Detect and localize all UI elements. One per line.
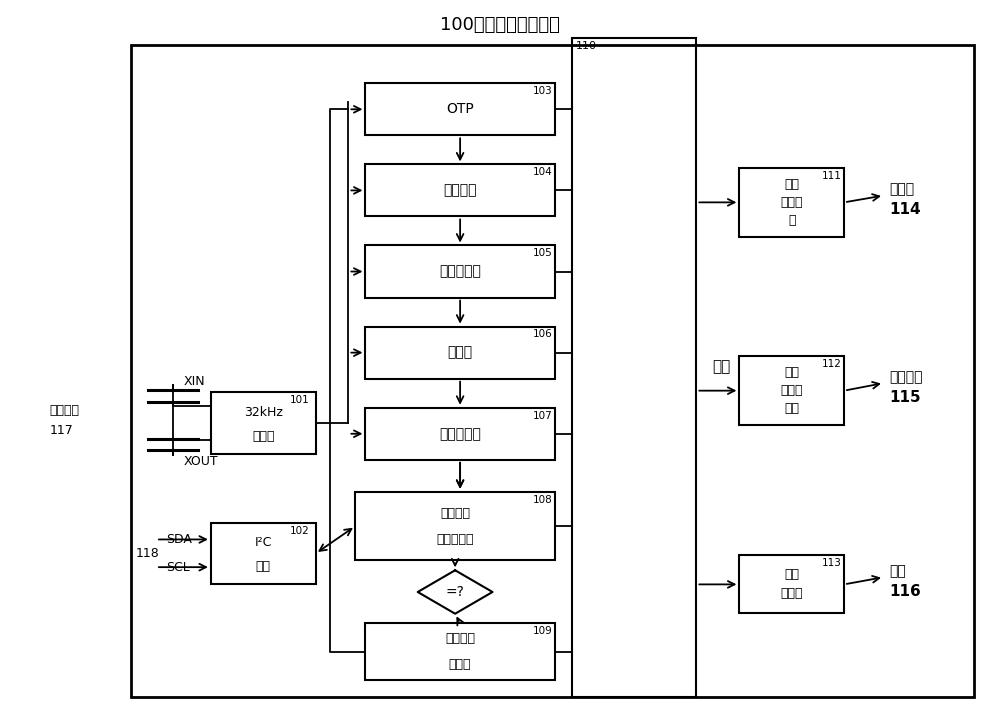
- Text: 107: 107: [533, 411, 553, 421]
- Text: 禁止寄存器: 禁止寄存器: [439, 265, 481, 278]
- Text: 驱动器: 驱动器: [780, 384, 803, 397]
- Text: SDA: SDA: [166, 533, 192, 546]
- Text: SCL: SCL: [166, 561, 190, 574]
- Text: 电机: 电机: [784, 178, 799, 190]
- Text: 115: 115: [889, 390, 921, 405]
- Text: 105: 105: [533, 249, 553, 258]
- Text: 32kHz: 32kHz: [244, 406, 283, 419]
- Text: 表寄存器: 表寄存器: [443, 183, 477, 198]
- Text: 辅助: 辅助: [784, 569, 799, 582]
- Bar: [739, 555, 844, 614]
- Bar: [211, 393, 316, 454]
- Text: 电机日期: 电机日期: [889, 370, 922, 385]
- Text: 驱动器: 驱动器: [780, 196, 803, 209]
- Bar: [365, 246, 555, 297]
- Polygon shape: [418, 570, 493, 614]
- Text: XIN: XIN: [184, 375, 206, 388]
- Bar: [355, 491, 555, 561]
- Bar: [365, 408, 555, 459]
- Text: XOUT: XOUT: [184, 455, 219, 467]
- Bar: [211, 523, 316, 585]
- Text: 秒: 秒: [788, 214, 795, 227]
- Bar: [365, 164, 555, 217]
- Text: 113: 113: [822, 558, 842, 569]
- Text: 分频器: 分频器: [448, 345, 473, 360]
- Text: 114: 114: [889, 202, 921, 217]
- Text: 闹钟时间: 闹钟时间: [445, 632, 475, 645]
- Text: 106: 106: [533, 329, 553, 340]
- Text: 100连接的表集成电路: 100连接的表集成电路: [440, 16, 560, 34]
- Text: 计数器: 计数器: [449, 658, 471, 671]
- Text: 116: 116: [889, 584, 921, 599]
- Bar: [739, 356, 844, 425]
- Text: 111: 111: [822, 171, 842, 181]
- Bar: [572, 38, 696, 696]
- Text: OTP: OTP: [446, 103, 474, 116]
- Text: 117: 117: [49, 424, 73, 437]
- Text: 101: 101: [290, 395, 309, 406]
- Bar: [739, 168, 844, 237]
- Text: 逻辑: 逻辑: [712, 360, 731, 374]
- Text: 112: 112: [822, 359, 842, 369]
- Text: 石英晶体: 石英晶体: [49, 404, 79, 417]
- Bar: [365, 83, 555, 135]
- Bar: [365, 326, 555, 379]
- Bar: [131, 45, 974, 696]
- Text: 108: 108: [533, 494, 553, 505]
- Text: 109: 109: [533, 627, 553, 636]
- Text: 102: 102: [290, 526, 309, 536]
- Text: 103: 103: [533, 86, 553, 96]
- Text: 电机: 电机: [784, 366, 799, 379]
- Text: 接口: 接口: [256, 560, 271, 573]
- Text: I²C: I²C: [254, 537, 272, 549]
- Text: 显示计数器: 显示计数器: [439, 427, 481, 441]
- Text: 辅助: 辅助: [889, 564, 906, 579]
- Bar: [365, 624, 555, 680]
- Text: 104: 104: [533, 167, 553, 177]
- Text: 110: 110: [576, 41, 597, 51]
- Text: 日期: 日期: [784, 402, 799, 415]
- Text: 118: 118: [136, 547, 160, 560]
- Text: 计数器日历: 计数器日历: [436, 533, 474, 546]
- Text: 基准时间: 基准时间: [440, 507, 470, 520]
- Text: =?: =?: [446, 585, 465, 599]
- Text: 电机秒: 电机秒: [889, 182, 914, 197]
- Text: 振荡器: 振荡器: [252, 430, 274, 443]
- Text: 驱动器: 驱动器: [780, 587, 803, 601]
